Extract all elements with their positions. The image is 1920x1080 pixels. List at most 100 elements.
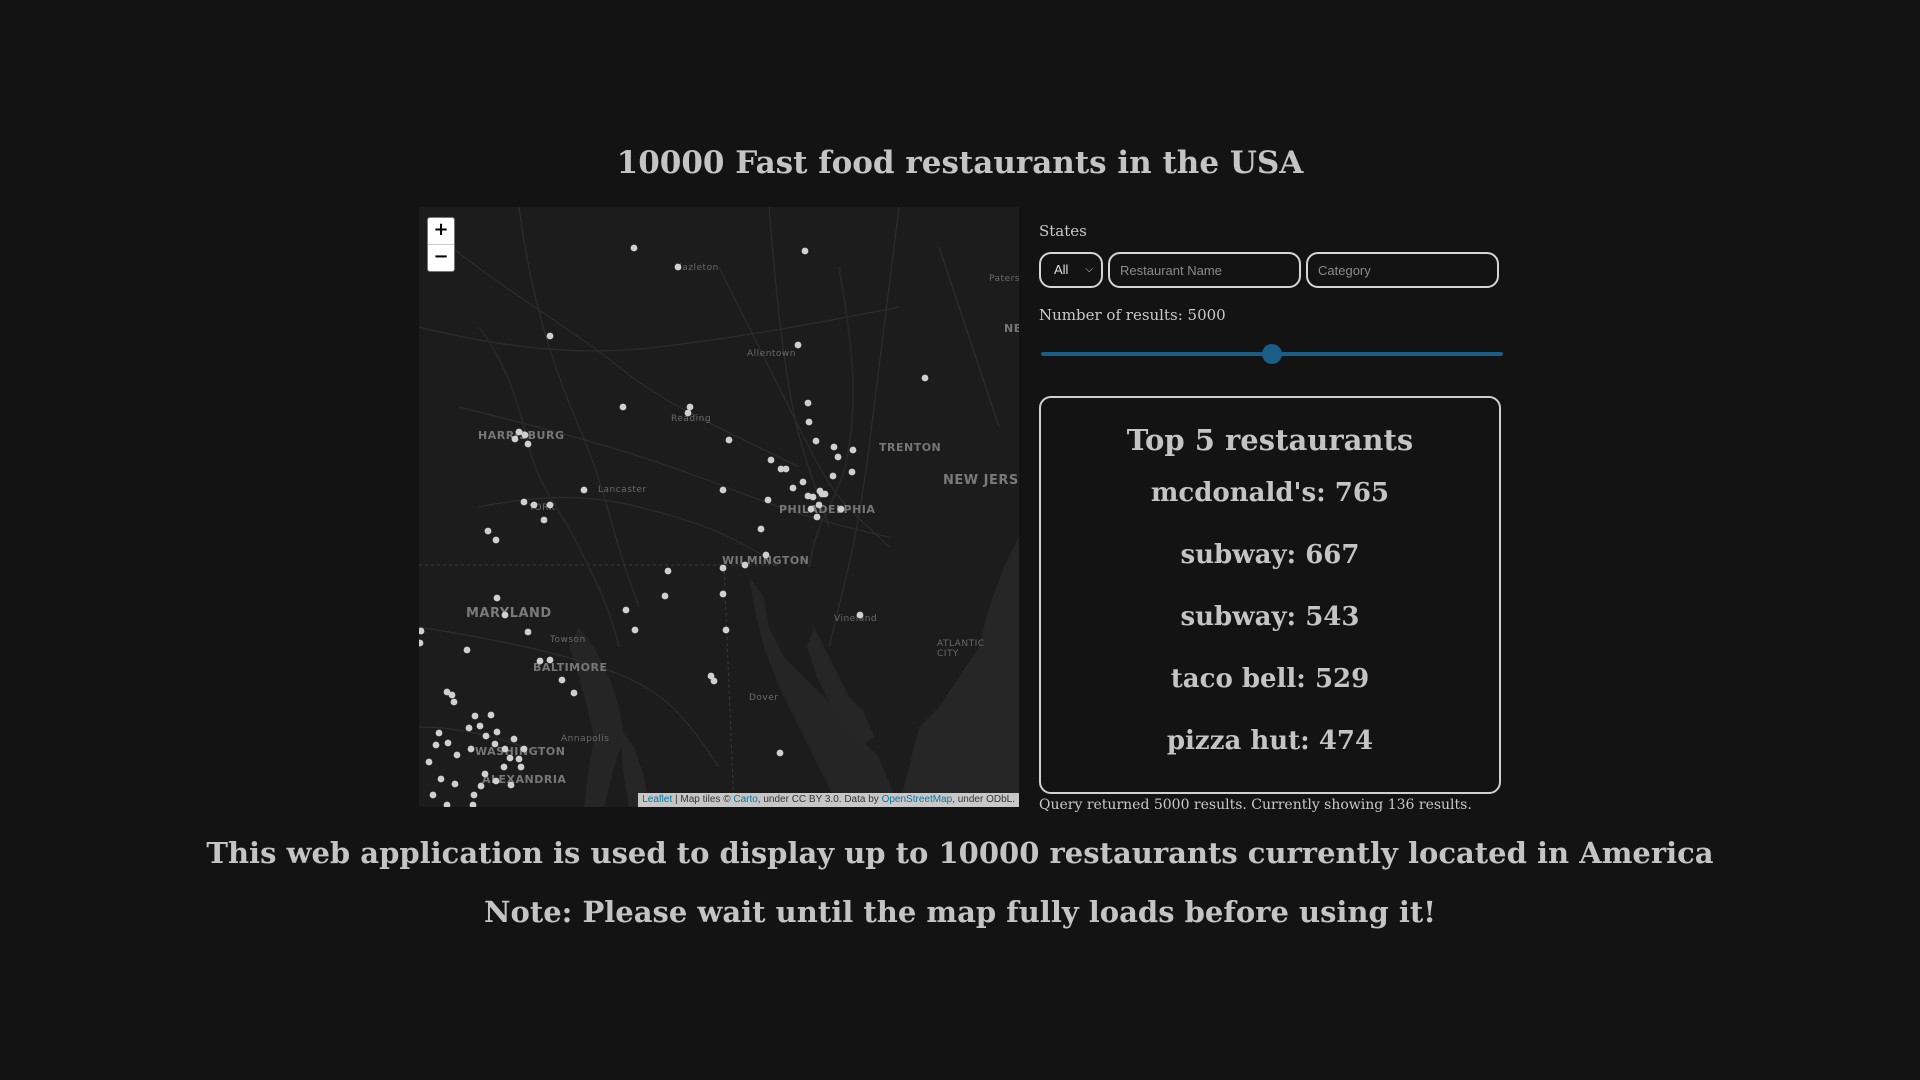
zoom-out-button[interactable]: −	[428, 244, 454, 271]
restaurant-marker[interactable]	[448, 691, 456, 699]
restaurant-marker[interactable]	[510, 735, 518, 743]
restaurant-marker[interactable]	[789, 484, 797, 492]
restaurant-marker[interactable]	[631, 626, 639, 634]
restaurant-marker[interactable]	[630, 244, 638, 252]
restaurant-marker[interactable]	[801, 247, 809, 255]
restaurant-marker[interactable]	[818, 490, 826, 498]
restaurant-marker[interactable]	[834, 453, 842, 461]
restaurant-marker[interactable]	[622, 606, 630, 614]
restaurant-marker[interactable]	[570, 689, 578, 697]
restaurant-marker[interactable]	[437, 775, 445, 783]
restaurant-marker[interactable]	[812, 437, 820, 445]
restaurant-marker[interactable]	[453, 751, 461, 759]
restaurant-marker[interactable]	[450, 698, 458, 706]
restaurant-marker[interactable]	[777, 465, 785, 473]
restaurant-marker[interactable]	[432, 741, 440, 749]
restaurant-marker[interactable]	[829, 472, 837, 480]
restaurant-marker[interactable]	[546, 332, 554, 340]
restaurant-marker[interactable]	[540, 516, 548, 524]
zoom-in-button[interactable]: +	[433, 219, 449, 240]
restaurant-marker[interactable]	[725, 436, 733, 444]
restaurant-marker[interactable]	[465, 724, 473, 732]
restaurant-marker[interactable]	[520, 498, 528, 506]
restaurant-marker[interactable]	[501, 745, 509, 753]
restaurant-marker[interactable]	[444, 739, 452, 747]
restaurant-marker[interactable]	[710, 677, 718, 685]
restaurant-marker[interactable]	[546, 656, 554, 664]
restaurant-marker[interactable]	[837, 505, 845, 513]
restaurant-marker[interactable]	[664, 567, 672, 575]
restaurant-marker[interactable]	[719, 486, 727, 494]
restaurant-marker[interactable]	[757, 525, 765, 533]
restaurant-marker[interactable]	[507, 781, 515, 789]
restaurant-marker[interactable]	[520, 745, 528, 753]
restaurant-marker[interactable]	[661, 592, 669, 600]
restaurant-marker[interactable]	[674, 263, 682, 271]
restaurant-marker[interactable]	[419, 639, 424, 647]
restaurant-marker[interactable]	[762, 551, 770, 559]
restaurant-marker[interactable]	[776, 749, 784, 757]
category-input[interactable]	[1306, 252, 1499, 288]
restaurant-marker[interactable]	[419, 627, 425, 635]
restaurant-marker[interactable]	[492, 536, 500, 544]
restaurant-marker[interactable]	[511, 435, 519, 443]
restaurant-marker[interactable]	[443, 801, 451, 807]
restaurant-marker[interactable]	[463, 646, 471, 654]
restaurant-marker[interactable]	[530, 501, 538, 509]
restaurant-marker[interactable]	[521, 431, 529, 439]
restaurant-marker[interactable]	[469, 801, 477, 807]
restaurant-marker[interactable]	[856, 611, 864, 619]
restaurant-marker[interactable]	[467, 745, 475, 753]
restaurant-marker[interactable]	[443, 688, 451, 696]
restaurant-marker[interactable]	[500, 763, 508, 771]
restaurant-marker[interactable]	[524, 628, 532, 636]
restaurant-map[interactable]: NEW JERSEY MARYLAND TRENTON PHILADELPHIA…	[419, 207, 1019, 807]
restaurant-marker[interactable]	[493, 728, 501, 736]
restaurant-marker[interactable]	[481, 770, 489, 778]
restaurant-marker[interactable]	[471, 712, 479, 720]
osm-link[interactable]: OpenStreetMap	[881, 794, 953, 805]
restaurant-marker[interactable]	[707, 672, 715, 680]
restaurant-marker[interactable]	[813, 513, 821, 521]
restaurant-marker[interactable]	[515, 755, 523, 763]
restaurant-marker[interactable]	[764, 496, 772, 504]
restaurant-marker[interactable]	[719, 590, 727, 598]
restaurant-marker[interactable]	[429, 791, 437, 799]
state-select[interactable]: All ⌵	[1039, 252, 1103, 288]
restaurant-marker[interactable]	[435, 729, 443, 737]
restaurant-marker[interactable]	[815, 501, 823, 509]
restaurant-marker[interactable]	[921, 374, 929, 382]
restaurant-marker[interactable]	[477, 782, 485, 790]
restaurant-marker[interactable]	[807, 505, 815, 513]
restaurant-marker[interactable]	[741, 561, 749, 569]
slider-thumb[interactable]	[1262, 344, 1282, 364]
restaurant-marker[interactable]	[546, 501, 554, 509]
restaurant-marker[interactable]	[684, 409, 692, 417]
restaurant-marker[interactable]	[476, 722, 484, 730]
restaurant-marker[interactable]	[794, 341, 802, 349]
restaurant-marker[interactable]	[470, 791, 478, 799]
restaurant-marker[interactable]	[558, 676, 566, 684]
leaflet-link[interactable]: Leaflet	[642, 794, 673, 805]
restaurant-marker[interactable]	[804, 399, 812, 407]
restaurant-marker[interactable]	[782, 465, 790, 473]
results-slider[interactable]	[1039, 344, 1503, 364]
restaurant-marker[interactable]	[451, 780, 459, 788]
restaurant-marker[interactable]	[805, 418, 813, 426]
restaurant-marker[interactable]	[848, 468, 856, 476]
restaurant-marker[interactable]	[517, 763, 525, 771]
restaurant-marker[interactable]	[686, 403, 694, 411]
carto-link[interactable]: Carto	[733, 794, 758, 805]
restaurant-marker[interactable]	[501, 611, 509, 619]
restaurant-name-input[interactable]	[1108, 252, 1301, 288]
restaurant-marker[interactable]	[492, 777, 500, 785]
restaurant-marker[interactable]	[767, 456, 775, 464]
restaurant-marker[interactable]	[491, 740, 499, 748]
restaurant-marker[interactable]	[515, 428, 523, 436]
restaurant-marker[interactable]	[809, 493, 817, 501]
restaurant-marker[interactable]	[487, 711, 495, 719]
restaurant-marker[interactable]	[849, 446, 857, 454]
restaurant-marker[interactable]	[619, 403, 627, 411]
restaurant-marker[interactable]	[830, 443, 838, 451]
restaurant-marker[interactable]	[484, 527, 492, 535]
